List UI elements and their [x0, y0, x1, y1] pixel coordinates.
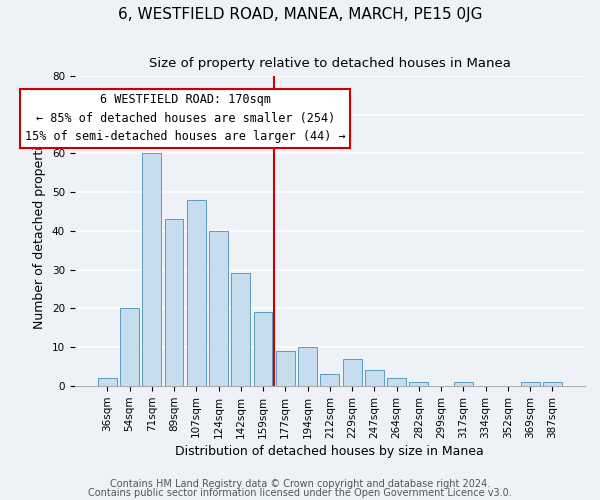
Title: Size of property relative to detached houses in Manea: Size of property relative to detached ho…: [149, 58, 511, 70]
Bar: [142, 154, 161, 386]
Text: 6, WESTFIELD ROAD, MANEA, MARCH, PE15 0JG: 6, WESTFIELD ROAD, MANEA, MARCH, PE15 0J…: [118, 8, 482, 22]
Bar: [254, 312, 272, 386]
Text: Contains public sector information licensed under the Open Government Licence v3: Contains public sector information licen…: [88, 488, 512, 498]
Bar: [543, 382, 562, 386]
X-axis label: Distribution of detached houses by size in Manea: Distribution of detached houses by size …: [175, 444, 484, 458]
Bar: [187, 200, 206, 386]
Bar: [120, 308, 139, 386]
Text: Contains HM Land Registry data © Crown copyright and database right 2024.: Contains HM Land Registry data © Crown c…: [110, 479, 490, 489]
Bar: [320, 374, 339, 386]
Bar: [276, 351, 295, 386]
Bar: [298, 347, 317, 386]
Bar: [521, 382, 539, 386]
Bar: [98, 378, 117, 386]
Y-axis label: Number of detached properties: Number of detached properties: [33, 132, 46, 330]
Bar: [164, 219, 184, 386]
Bar: [387, 378, 406, 386]
Bar: [343, 358, 362, 386]
Text: 6 WESTFIELD ROAD: 170sqm
← 85% of detached houses are smaller (254)
15% of semi-: 6 WESTFIELD ROAD: 170sqm ← 85% of detach…: [25, 94, 346, 144]
Bar: [365, 370, 384, 386]
Bar: [232, 274, 250, 386]
Bar: [409, 382, 428, 386]
Bar: [209, 231, 228, 386]
Bar: [454, 382, 473, 386]
